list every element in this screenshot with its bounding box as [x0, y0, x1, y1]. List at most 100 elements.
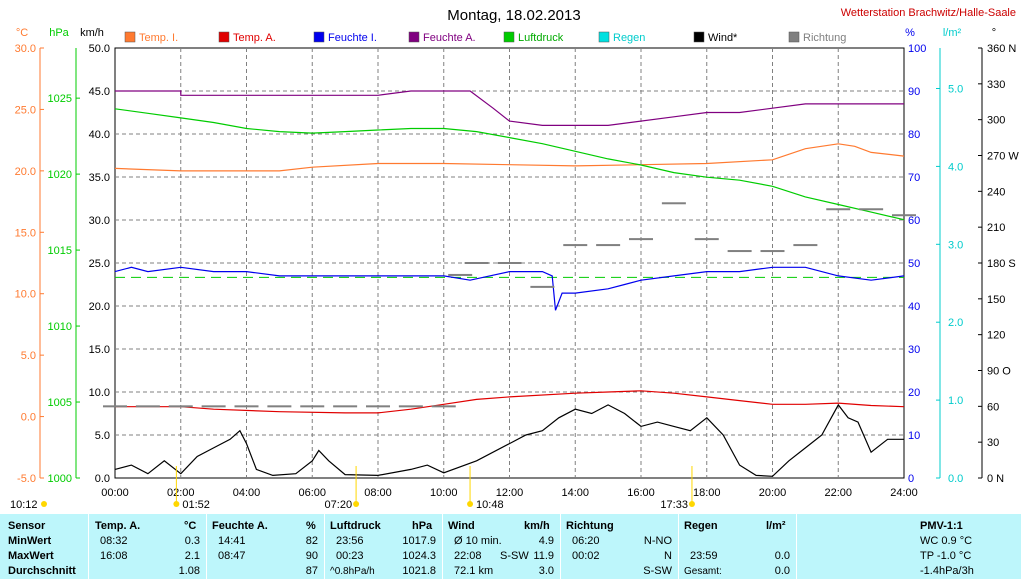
wind-tick-label: 20.0: [89, 301, 110, 313]
direction-avg-value: S-SW: [643, 565, 672, 577]
wind-avg-value: 4.9: [538, 535, 554, 547]
wind-tick-label: 25.0: [89, 258, 110, 270]
legend-label: Temp. A.: [233, 32, 276, 44]
rain-tick-label: 1.0: [948, 395, 963, 407]
humidity-header: Feuchte A.: [212, 520, 268, 532]
direction-min-time: 06:20: [572, 535, 600, 547]
sunset-icon: [688, 501, 695, 507]
richtung-point: [333, 405, 358, 408]
legend-swatch: [788, 31, 800, 43]
pressure-unit: hPa: [412, 520, 433, 532]
temp-tick-label: 5.0: [21, 350, 36, 362]
wind-tick-label: 10.0: [89, 387, 110, 399]
direction-tick-label: 120: [987, 330, 1005, 342]
pressure-max-time: 00:23: [336, 550, 364, 562]
pmv-pressure-trend: -1.4hPa/3h: [920, 565, 974, 577]
legend-label: Temp. I.: [139, 32, 178, 44]
richtung-point: [892, 214, 916, 217]
x-tick-label: 12:00: [496, 487, 524, 499]
richtung-point: [859, 208, 884, 211]
temp-tick-label: 0.0: [21, 412, 36, 424]
sunrise-icon: [353, 501, 360, 507]
x-tick-label: 02:00: [167, 487, 195, 499]
direction-header: Richtung: [566, 520, 614, 532]
direction-tick-label: 60: [987, 401, 999, 413]
pressure-min-value: 1017.9: [402, 535, 436, 547]
richtung-point: [727, 250, 752, 253]
wind-tick-label: 30.0: [89, 215, 110, 227]
temp-tick-label: 20.0: [15, 166, 36, 178]
humidity-tick-label: 70: [908, 172, 920, 184]
legend-label: Feuchte I.: [328, 32, 377, 44]
humidity-tick-label: 50: [908, 258, 920, 270]
pressure-tick-label: 1025: [48, 93, 72, 105]
x-tick-label: 10:00: [430, 487, 458, 499]
min-row-label: MinWert: [8, 535, 52, 547]
rain-unit: l/m²: [766, 520, 786, 532]
pressure-avg-value: 1021.8: [402, 565, 436, 577]
direction-max-value: N: [664, 550, 672, 562]
direction-tick-label: 360 N: [987, 43, 1016, 55]
wind-tick-label: 5.0: [95, 430, 110, 442]
moonrise-icon: [467, 501, 474, 507]
humidity-unit: %: [306, 520, 316, 532]
moonrise-time: 10:48: [476, 499, 504, 511]
max-row-label: MaxWert: [8, 550, 54, 562]
series-luftdruckline: [114, 108, 905, 221]
legend-label: Luftdruck: [518, 32, 564, 44]
humidity-min-time: 14:41: [218, 535, 246, 547]
statistics-panel: Sensor MinWert MaxWert Durchschnitt Temp…: [0, 514, 1021, 579]
wind-tick-label: 40.0: [89, 129, 110, 141]
legend-label: Feuchte A.: [423, 32, 476, 44]
richtung-point: [168, 405, 193, 408]
richtung-point: [497, 262, 522, 264]
richtung-point: [694, 238, 719, 241]
pressure-axis-unit: hPa: [49, 27, 69, 39]
humidity-tick-label: 0: [908, 473, 914, 485]
wind-tick-label: 15.0: [89, 344, 110, 356]
x-tick-label: 16:00: [627, 487, 655, 499]
pressure-tick-label: 1000: [48, 473, 72, 485]
richtung-point: [596, 244, 621, 247]
humidity-tick-label: 10: [908, 430, 920, 442]
pmv-header: PMV-1:1: [920, 520, 963, 532]
direction-tick-label: 210: [987, 222, 1005, 234]
x-tick-label: 22:00: [824, 487, 852, 499]
pressure-min-time: 23:56: [336, 535, 364, 547]
sunrise-time: 07:20: [325, 499, 353, 511]
x-tick-label: 08:00: [364, 487, 392, 499]
legend-swatch: [124, 31, 136, 43]
temp-tick-label: -5.0: [17, 473, 36, 485]
legend-label: Wind*: [708, 32, 738, 44]
legend-swatch: [598, 31, 610, 43]
legend-swatch: [503, 31, 515, 43]
pmv-dewpoint: TP -1.0 °C: [920, 550, 972, 562]
direction-tick-label: 0 N: [987, 473, 1004, 485]
direction-tick-label: 90 O: [987, 366, 1011, 378]
humidity-avg-value: 87: [305, 565, 318, 577]
rain-max-value: 0.0: [774, 550, 790, 562]
x-tick-label: 18:00: [693, 487, 721, 499]
richtung-point: [448, 273, 473, 276]
x-tick-label: 14:00: [561, 487, 589, 499]
humidity-tick-label: 80: [908, 129, 920, 141]
temp-tick-label: 10.0: [15, 289, 36, 301]
wind-max-direction: S-SW: [500, 550, 529, 562]
pressure-tick-label: 1015: [48, 245, 72, 257]
direction-tick-label: 240: [987, 186, 1005, 198]
legend-swatch: [693, 31, 705, 43]
richtung-point: [398, 405, 423, 408]
legend-swatch: [218, 31, 230, 43]
rain-tick-label: 4.0: [948, 161, 963, 173]
temp-axis-unit: °C: [16, 27, 28, 39]
humidity-tick-label: 90: [908, 86, 920, 98]
x-tick-label: 24:00: [890, 487, 918, 499]
rain-tick-label: 2.0: [948, 317, 963, 329]
humidity-tick-label: 20: [908, 387, 920, 399]
richtung-point: [431, 405, 456, 408]
x-tick-label: 06:00: [298, 487, 326, 499]
legend-swatch: [313, 31, 325, 43]
richtung-point: [103, 405, 127, 408]
left-time: 10:12: [10, 499, 38, 511]
direction-tick-label: 30: [987, 437, 999, 449]
